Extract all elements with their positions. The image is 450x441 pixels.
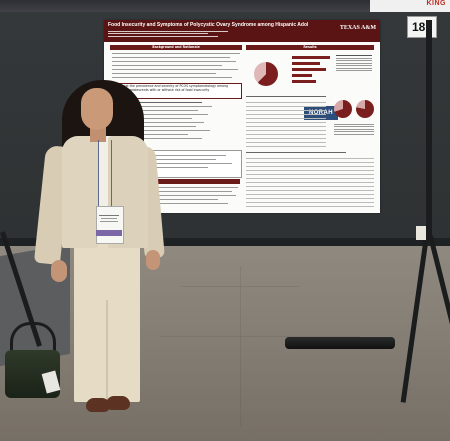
objective-text: Contrast the prevalence and severity of … <box>115 84 229 92</box>
top-banner: KING <box>370 0 450 12</box>
text-line <box>116 159 216 161</box>
text-line <box>112 61 236 63</box>
board-edge <box>0 238 450 248</box>
table-title <box>246 96 326 98</box>
person-left-hand <box>51 260 67 282</box>
figure-caption <box>336 54 372 73</box>
pie-chart-figure <box>254 62 278 86</box>
text-line <box>112 106 212 108</box>
pie-chart-figure-3 <box>356 100 374 118</box>
text-line <box>112 138 202 140</box>
poster-tube <box>285 337 395 349</box>
trouser-crease <box>106 300 108 400</box>
text-line <box>112 118 192 120</box>
text-line <box>112 126 196 128</box>
text-line <box>112 65 222 67</box>
figure-caption <box>334 122 374 136</box>
text-line <box>116 155 226 157</box>
text-line <box>112 110 198 112</box>
text-line <box>112 53 240 55</box>
bar-figure <box>292 74 312 77</box>
person-right-hand <box>146 250 160 270</box>
table-title <box>246 152 346 154</box>
badge-lines <box>97 214 121 224</box>
text-line <box>112 69 238 71</box>
section-results: Results <box>246 45 374 50</box>
floor-seam <box>240 266 241 426</box>
badge-band <box>96 230 122 236</box>
text-line <box>116 167 208 169</box>
booth-number-tag: 181 <box>407 16 437 38</box>
text-line <box>112 73 216 75</box>
name-badge <box>96 206 124 244</box>
person-blazer-left <box>62 136 98 248</box>
person-left-shoe <box>86 398 110 412</box>
text-line <box>112 134 188 136</box>
bar-figure <box>292 56 330 59</box>
ceiling <box>0 0 450 14</box>
text-line <box>112 114 208 116</box>
poster-header: Food Insecurity and Symptoms of Polycyst… <box>104 20 380 42</box>
text-line <box>148 199 218 201</box>
text-line <box>148 187 238 189</box>
floor-seam <box>180 286 300 287</box>
pie-chart-figure-2 <box>334 100 352 118</box>
text-line <box>112 122 204 124</box>
bar-figure <box>292 62 320 65</box>
text-line <box>112 57 230 59</box>
text-line <box>116 163 232 165</box>
text-line <box>112 77 232 79</box>
institution-logo: TEXAS A&M <box>339 25 376 31</box>
section-bar <box>148 179 240 184</box>
poster-title: Food Insecurity and Symptoms of Polycyst… <box>108 22 308 28</box>
floor-seam <box>160 336 360 337</box>
lanyard <box>98 140 112 210</box>
text-line <box>148 195 236 197</box>
text-line <box>148 191 232 193</box>
banner-text: KING <box>426 0 446 7</box>
easel-post <box>426 20 432 242</box>
text-line <box>148 203 228 205</box>
text-line <box>112 130 210 132</box>
person-right-shoe <box>106 396 130 410</box>
person-face <box>81 88 113 130</box>
program-logo: NORAH <box>304 106 338 120</box>
bar-figure <box>292 68 326 71</box>
section-background: Background and Rationale <box>110 45 242 50</box>
bar-figure <box>292 80 316 83</box>
easel-clip <box>416 226 426 240</box>
text-line <box>112 102 202 104</box>
poster-authors-lines <box>108 30 308 37</box>
backpack-strap <box>10 322 56 363</box>
